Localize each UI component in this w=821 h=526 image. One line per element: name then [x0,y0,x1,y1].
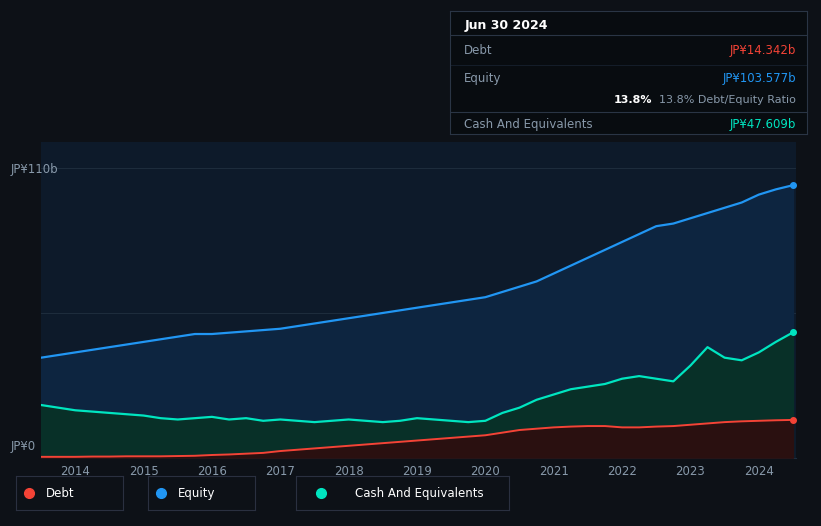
Text: JP¥103.577b: JP¥103.577b [722,72,796,85]
Text: Jun 30 2024: Jun 30 2024 [464,19,548,32]
Text: JP¥110b: JP¥110b [11,163,58,176]
Text: JP¥47.609b: JP¥47.609b [730,118,796,131]
Text: Cash And Equivalents: Cash And Equivalents [464,118,593,131]
Text: Equity: Equity [464,72,502,85]
Text: 13.8% Debt/Equity Ratio: 13.8% Debt/Equity Ratio [659,95,796,105]
Text: 13.8%: 13.8% [613,95,652,105]
Text: Debt: Debt [464,44,493,57]
Text: JP¥14.342b: JP¥14.342b [730,44,796,57]
Text: JP¥0: JP¥0 [11,440,36,453]
Text: Debt: Debt [46,487,75,500]
Text: Cash And Equivalents: Cash And Equivalents [355,487,484,500]
Text: Equity: Equity [177,487,215,500]
